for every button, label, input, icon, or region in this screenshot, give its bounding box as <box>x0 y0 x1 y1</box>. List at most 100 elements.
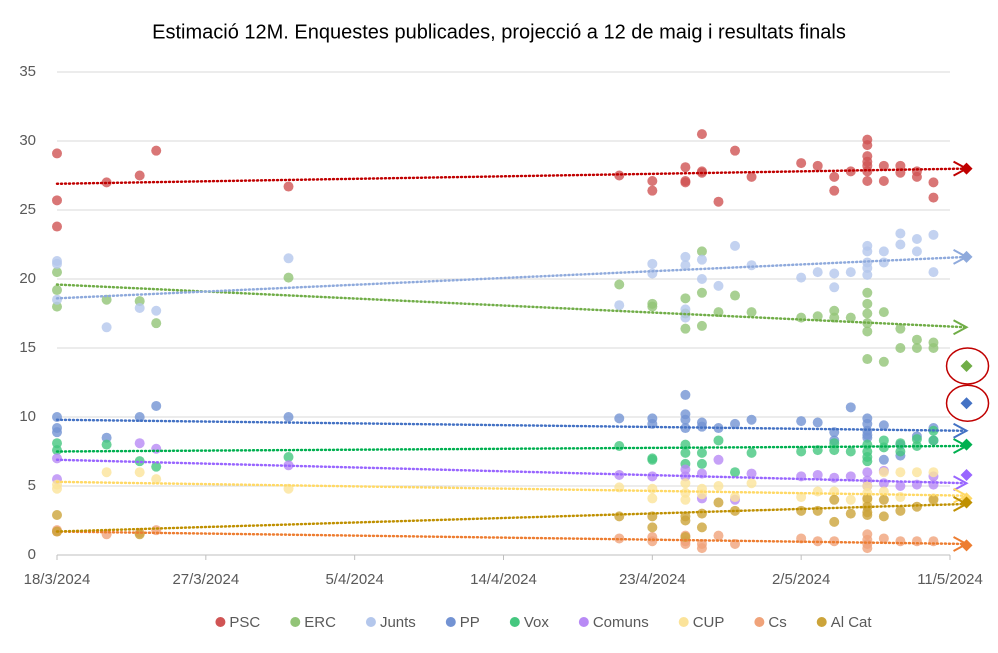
point <box>911 501 922 512</box>
point <box>52 438 62 449</box>
point <box>878 533 889 544</box>
point <box>878 176 889 187</box>
point <box>52 258 62 269</box>
point <box>52 453 62 464</box>
point <box>862 354 873 365</box>
y-tick-label: 20 <box>19 270 36 287</box>
point <box>647 522 658 533</box>
point <box>696 246 707 257</box>
point <box>614 511 625 522</box>
point <box>812 160 823 171</box>
trend-line <box>55 255 968 300</box>
point <box>845 312 856 323</box>
trend-line <box>55 480 968 497</box>
legend-label: CUP <box>693 614 725 631</box>
point <box>52 195 62 206</box>
legend-label: Junts <box>380 614 416 631</box>
result-marker <box>960 250 973 263</box>
point <box>796 492 807 503</box>
point <box>680 494 691 505</box>
point <box>911 334 922 345</box>
legend-marker <box>678 617 689 627</box>
point <box>680 293 691 304</box>
trend-line <box>55 418 968 433</box>
point <box>713 280 724 291</box>
legend-label: PSC <box>229 614 260 631</box>
point <box>746 260 757 271</box>
point <box>812 417 823 428</box>
point <box>134 456 145 467</box>
x-tick-label: 14/4/2024 <box>470 571 537 588</box>
point <box>911 536 922 547</box>
point <box>134 170 145 181</box>
point <box>862 432 873 443</box>
point <box>696 320 707 331</box>
point <box>895 536 906 547</box>
point <box>647 258 658 269</box>
point <box>680 176 691 187</box>
point <box>928 343 939 353</box>
point <box>862 456 873 467</box>
point <box>928 494 939 505</box>
point <box>647 301 658 312</box>
point <box>713 530 724 541</box>
point <box>696 254 707 265</box>
trend-line <box>55 458 968 485</box>
point <box>911 434 922 445</box>
point <box>151 318 162 329</box>
point <box>895 343 906 353</box>
point <box>696 522 707 533</box>
x-tick-label: 2/5/2024 <box>772 571 830 588</box>
x-tick-label: 11/5/2024 <box>917 571 983 588</box>
result-marker <box>960 162 973 175</box>
point <box>845 508 856 519</box>
point <box>845 402 856 413</box>
point <box>134 467 145 478</box>
legend-marker <box>365 617 376 627</box>
point <box>911 233 922 244</box>
point <box>730 505 741 516</box>
point <box>746 468 757 479</box>
point <box>746 414 757 425</box>
point <box>928 435 939 446</box>
point <box>713 196 724 207</box>
result-marker <box>960 397 973 410</box>
point <box>796 446 807 457</box>
legend-label: Al Cat <box>831 614 873 631</box>
point <box>911 246 922 257</box>
point <box>680 515 691 526</box>
point <box>696 543 707 554</box>
y-tick-label: 15 <box>19 339 36 356</box>
x-tick-label: 18/3/2024 <box>24 571 91 588</box>
point <box>52 148 62 159</box>
result-marker <box>960 539 973 552</box>
point <box>151 443 162 454</box>
legend-label: ERC <box>304 614 336 631</box>
point <box>845 494 856 505</box>
point <box>862 509 873 520</box>
point <box>895 467 906 478</box>
point <box>895 481 906 491</box>
point <box>928 192 939 203</box>
point <box>862 287 873 298</box>
point <box>895 505 906 516</box>
point <box>614 469 625 480</box>
point <box>878 435 889 446</box>
point <box>928 467 939 478</box>
point <box>862 493 873 504</box>
point <box>680 447 691 458</box>
result-marker <box>960 438 973 451</box>
point <box>151 305 162 316</box>
point <box>911 343 922 353</box>
y-tick-label: 10 <box>19 408 36 425</box>
point <box>878 257 889 268</box>
point <box>680 464 691 475</box>
point <box>647 536 658 547</box>
point <box>812 486 823 497</box>
point <box>878 356 889 367</box>
point <box>101 294 112 305</box>
point <box>680 251 691 262</box>
point <box>829 171 840 182</box>
point <box>862 308 873 319</box>
point <box>134 296 145 307</box>
